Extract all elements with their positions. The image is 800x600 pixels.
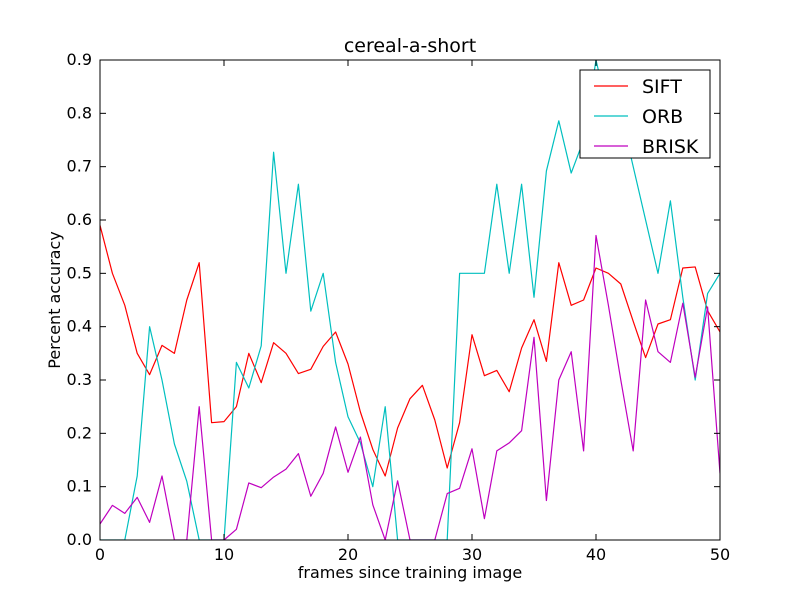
legend-label-sift: SIFT [642,76,682,98]
y-tick-label: 0.0 [67,530,92,549]
x-tick-label: 30 [462,545,482,564]
chart-title: cereal-a-short [344,35,476,57]
y-tick-label: 0.6 [67,210,92,229]
y-axis-title: Percent accuracy [45,231,64,368]
y-tick-label: 0.5 [67,263,92,282]
y-tick-label: 0.7 [67,157,92,176]
x-tick-label: 20 [338,545,358,564]
y-tick-label: 0.4 [67,317,92,336]
y-tick-label: 0.8 [67,103,92,122]
y-tick-label: 0.1 [67,477,92,496]
legend-label-brisk: BRISK [642,136,699,158]
legend: SIFT ORB BRISK [579,69,711,159]
series-line-brisk [100,234,720,540]
y-tick-label: 0.9 [67,50,92,69]
x-tick-label: 10 [214,545,234,564]
series-line-sift [100,225,720,477]
x-axis-title: frames since training image [298,563,522,582]
legend-label-orb: ORB [642,106,683,128]
y-tick-label: 0.2 [67,423,92,442]
x-tick-label: 0 [95,545,105,564]
x-tick-label: 40 [586,545,606,564]
plot-frame [99,59,721,541]
y-tick-label: 0.3 [67,370,92,389]
legend-box [579,69,711,159]
x-tick-label: 50 [710,545,730,564]
